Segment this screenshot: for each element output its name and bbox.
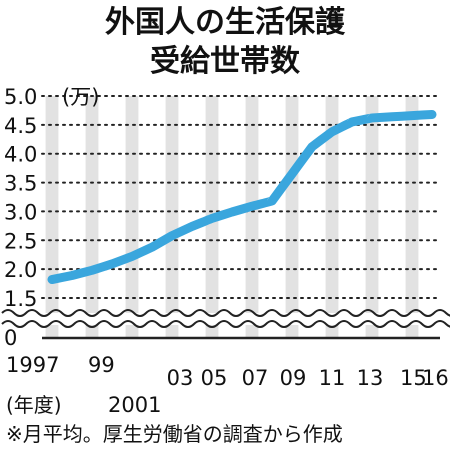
y-tick-label: 5.0 [4,85,37,109]
year-band-2003 [165,96,179,338]
y-tick-label: 4.5 [4,114,37,138]
x-tick-label-2009: 09 [280,366,307,390]
source-note: ※月平均。厚生労働省の調査から作成 [6,422,343,446]
year-band-2011 [325,96,339,338]
x-tick-label-2011: 11 [319,366,346,390]
x-tick-label-2015: 15 [400,366,427,390]
y-unit-label: (万) [62,85,99,109]
y-tick-label: 1.5 [4,287,37,311]
x-tick-label-2007: 07 [242,366,269,390]
chart-title: 外国人の生活保護 [105,5,346,40]
series-line-0 [47,109,437,285]
chart-subtitle: 受給世帯数 [150,44,301,79]
x-tick-label-2001: 2001 [108,393,161,417]
year-band-2001 [125,96,139,338]
gridlines [41,95,441,340]
x-tick-label-2003: 03 [167,366,194,390]
y-tick-label: 2.0 [4,258,37,282]
x-unit-label: (年度) [6,393,62,417]
axis-break [0,309,450,328]
y-tick-label: 3.0 [4,200,37,224]
x-tick-label-2005: 05 [201,366,228,390]
year-band-2015 [405,96,419,338]
y-tick-label: 4.0 [4,143,37,167]
year-band-1997 [45,96,59,338]
x-tick-label-2016: 16 [422,366,449,390]
x-tick-label-1997: 1997 [6,353,59,377]
series-lines [47,109,437,285]
y-tick-label: 2.5 [4,229,37,253]
year-band-1999 [85,96,99,338]
axis-break-wave-bottom [1,320,450,328]
year-band-2007 [245,96,259,338]
year-band-2013 [365,96,379,338]
y-tick-label: 0 [4,326,17,350]
axis-break-wave-top [1,309,450,317]
y-tick-label: 3.5 [4,172,37,196]
year-bands [45,96,419,338]
x-tick-label-2013: 13 [357,366,384,390]
year-band-2009 [285,96,299,338]
x-tick-label-1999: 99 [88,353,115,377]
